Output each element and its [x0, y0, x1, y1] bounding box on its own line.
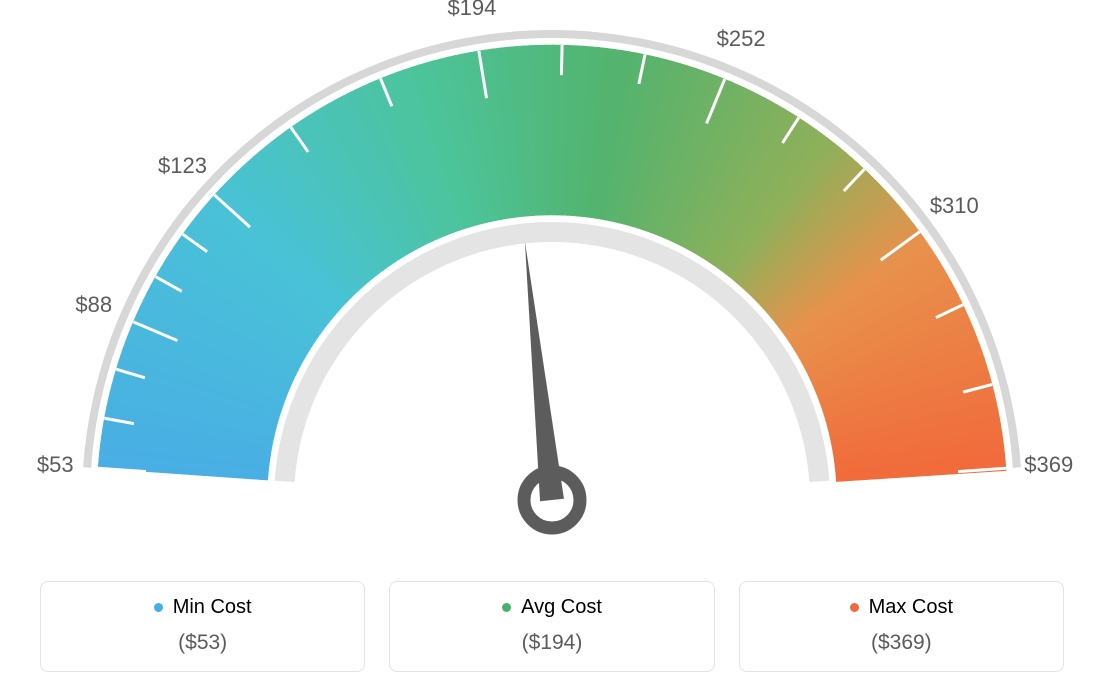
legend-title-min: Min Cost: [154, 596, 252, 619]
legend-row: Min Cost ($53) Avg Cost ($194) Max Cost …: [0, 581, 1104, 672]
legend-title-max: Max Cost: [850, 596, 953, 619]
legend-card-max: Max Cost ($369): [739, 581, 1064, 672]
legend-label: Min Cost: [173, 596, 252, 619]
gauge-chart: $53 $88 $123 $194 $252 $310 $369: [0, 0, 1104, 560]
gauge-tick-label: $252: [717, 26, 766, 52]
gauge-needle: [525, 241, 564, 501]
gauge-tick-label: $53: [37, 452, 74, 478]
legend-title-avg: Avg Cost: [502, 596, 602, 619]
gauge-tick-label: $194: [447, 0, 496, 21]
dot-icon: [502, 603, 511, 612]
legend-label: Avg Cost: [521, 596, 602, 619]
gauge-tick-label: $123: [158, 153, 207, 179]
dot-icon: [154, 603, 163, 612]
legend-value: ($194): [390, 631, 713, 655]
legend-value: ($53): [41, 631, 364, 655]
gauge-band: [98, 45, 1006, 482]
legend-card-min: Min Cost ($53): [40, 581, 365, 672]
gauge-tick-label: $88: [75, 292, 112, 318]
legend-card-avg: Avg Cost ($194): [389, 581, 714, 672]
legend-value: ($369): [740, 631, 1063, 655]
gauge-svg: [0, 0, 1104, 560]
gauge-tick-label: $310: [930, 193, 979, 219]
dot-icon: [850, 603, 859, 612]
gauge-tick-label: $369: [1024, 452, 1073, 478]
legend-label: Max Cost: [869, 596, 953, 619]
